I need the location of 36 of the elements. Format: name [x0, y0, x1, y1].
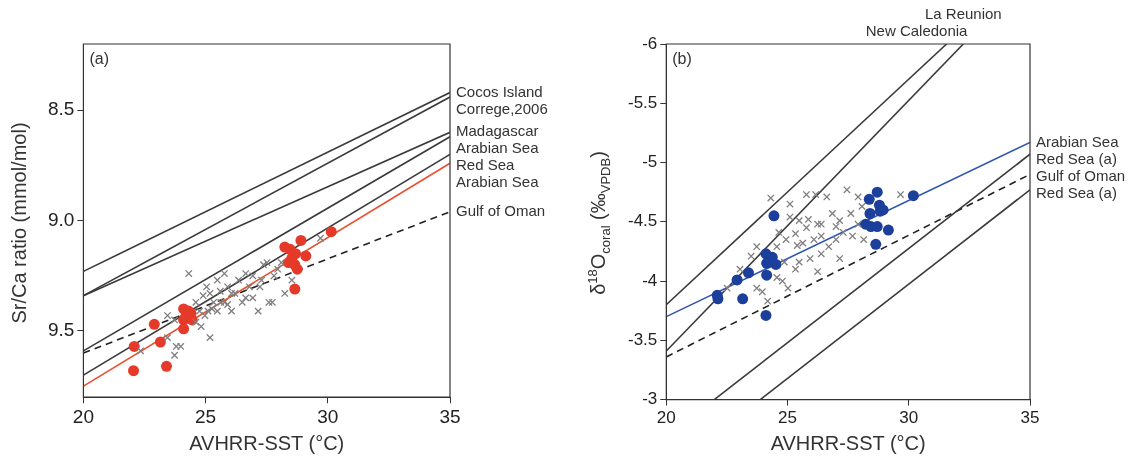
series-label: Gulf of Oman: [1036, 166, 1126, 184]
series-label: New Caledonia: [865, 22, 969, 39]
series-label: Red Sea (a): [1036, 149, 1117, 167]
y-axis-title: Sr/Ca ratio (mmol/mol): [7, 122, 31, 324]
x-tick-label: 30: [317, 405, 339, 427]
x-tick-label: 35: [439, 405, 461, 427]
y-tick-label: -5: [642, 152, 658, 172]
annotation: (a): [89, 50, 109, 67]
y-tick-label: -3.5: [628, 330, 658, 350]
y-tick-label: -4.5: [628, 211, 658, 231]
y-tick-label: 8.5: [47, 98, 75, 120]
x-tick-label: 30: [899, 408, 919, 428]
text: La Reunion: [924, 5, 1002, 22]
series-label: Arabian Sea: [456, 139, 540, 157]
x-tick-label: 25: [778, 408, 797, 428]
y-tick-label: -3: [642, 389, 658, 409]
y-tick-label: -5.5: [628, 92, 658, 112]
series-label: Cocos Island: [456, 82, 543, 100]
series-label: Madagascar: [456, 122, 539, 140]
series-label: Arabian Sea: [456, 173, 540, 191]
x-axis-title: AVHRR-SST (°C): [189, 431, 345, 454]
x-axis-title: AVHRR-SST (°C): [770, 431, 926, 454]
y-tick-label: -6: [642, 33, 658, 53]
x-tick-label: 35: [1020, 408, 1040, 428]
series-label: Red Sea: [456, 156, 516, 174]
y-tick-label: -4: [642, 270, 658, 290]
series-label: Red Sea (a): [1036, 183, 1117, 201]
y-tick-label: 9.0: [47, 208, 75, 230]
y-tick-label: 9.5: [47, 319, 75, 341]
annotation: (b): [672, 50, 692, 67]
series-label: Gulf of Oman: [456, 201, 546, 219]
x-tick-label: 20: [656, 408, 676, 428]
x-tick-label: 20: [72, 405, 94, 427]
series-label: Arabian Sea: [1036, 132, 1120, 150]
series-label: Correge,2006: [456, 99, 548, 117]
x-tick-label: 25: [195, 405, 217, 427]
